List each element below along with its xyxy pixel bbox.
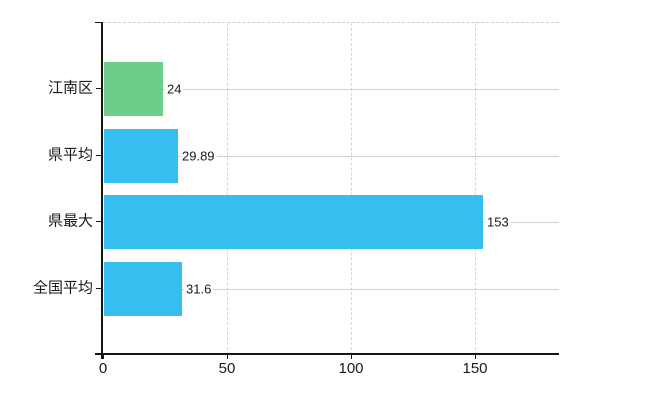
x-tick-label: 150 <box>462 360 488 377</box>
category-label: 県最大 <box>47 212 93 230</box>
category-tick <box>96 221 103 222</box>
bar <box>104 195 483 249</box>
row-center-line <box>103 289 559 290</box>
x-axis-tick <box>475 355 476 359</box>
bar-value-label: 31.6 <box>184 281 214 297</box>
bar-value-label: 24 <box>165 81 184 97</box>
bar <box>104 62 163 116</box>
row-center-line <box>103 89 559 90</box>
vertical-gridline <box>227 23 228 355</box>
x-tick-label: 100 <box>338 360 364 377</box>
bar <box>104 262 182 316</box>
row-center-line <box>103 156 559 157</box>
plot-area: 24 29.89 153 31.6 <box>103 22 559 355</box>
x-tick-label: 50 <box>218 360 236 377</box>
category-label: 全国平均 <box>32 279 93 297</box>
y-axis-line <box>101 22 103 359</box>
x-axis-tick <box>103 355 104 359</box>
category-tick <box>96 155 103 156</box>
x-axis-tick <box>227 355 228 359</box>
vertical-gridline <box>351 23 352 355</box>
bar <box>104 129 178 183</box>
category-tick <box>96 288 103 289</box>
x-axis-tick <box>351 355 352 359</box>
y-axis-top-tick <box>95 22 103 23</box>
category-label: 江南区 <box>47 79 93 97</box>
category-label: 県平均 <box>47 146 93 164</box>
category-tick <box>96 88 103 89</box>
bar-value-label: 29.89 <box>180 148 217 164</box>
vertical-gridline <box>475 23 476 355</box>
bar-value-label: 153 <box>485 214 511 230</box>
x-tick-label: 0 <box>98 360 108 377</box>
x-axis-line <box>95 353 559 355</box>
